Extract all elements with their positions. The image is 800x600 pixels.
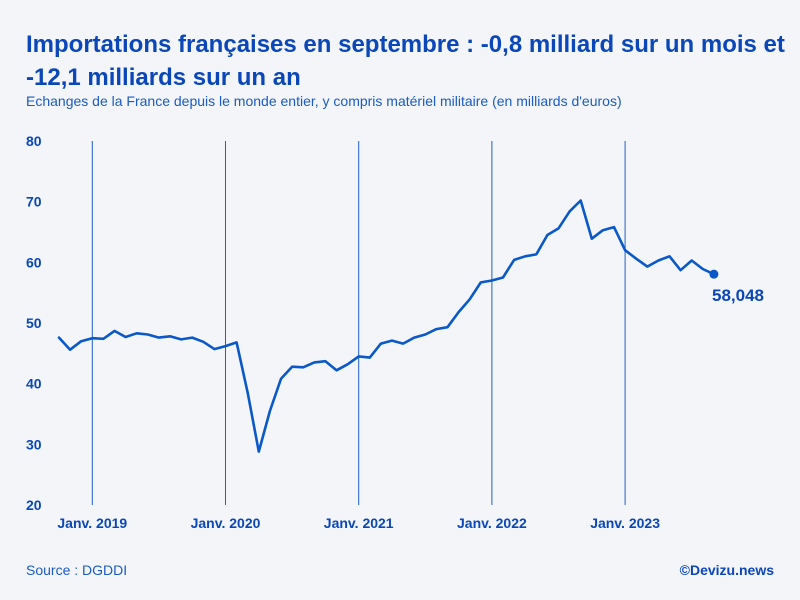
x-tick-label-2020: Janv. 2020 xyxy=(191,515,261,531)
y-tick-label-50: 50 xyxy=(26,315,42,331)
y-tick-label-40: 40 xyxy=(26,376,42,392)
credit-label: ©Devizu.news xyxy=(679,562,774,578)
y-tick-label-20: 20 xyxy=(26,497,42,513)
x-tick-label-2021: Janv. 2021 xyxy=(324,515,394,531)
source-note: Source : DGDDI xyxy=(26,562,128,578)
last-point-marker xyxy=(709,269,719,279)
last-value-label: 58,048 xyxy=(712,286,764,305)
chart-subtitle: Echanges de la France depuis le monde en… xyxy=(26,93,622,109)
y-tick-label-80: 80 xyxy=(26,133,42,149)
imports-series-line xyxy=(57,199,716,453)
chart-title: Importations françaises en septembre : -… xyxy=(26,31,785,91)
x-tick-label-2023: Janv. 2023 xyxy=(590,515,660,531)
x-tick-label-2019: Janv. 2019 xyxy=(57,515,127,531)
x-tick-label-2022: Janv. 2022 xyxy=(457,515,527,531)
y-tick-label-70: 70 xyxy=(26,194,42,210)
y-tick-label-60: 60 xyxy=(26,254,42,270)
y-tick-label-30: 30 xyxy=(26,436,42,452)
